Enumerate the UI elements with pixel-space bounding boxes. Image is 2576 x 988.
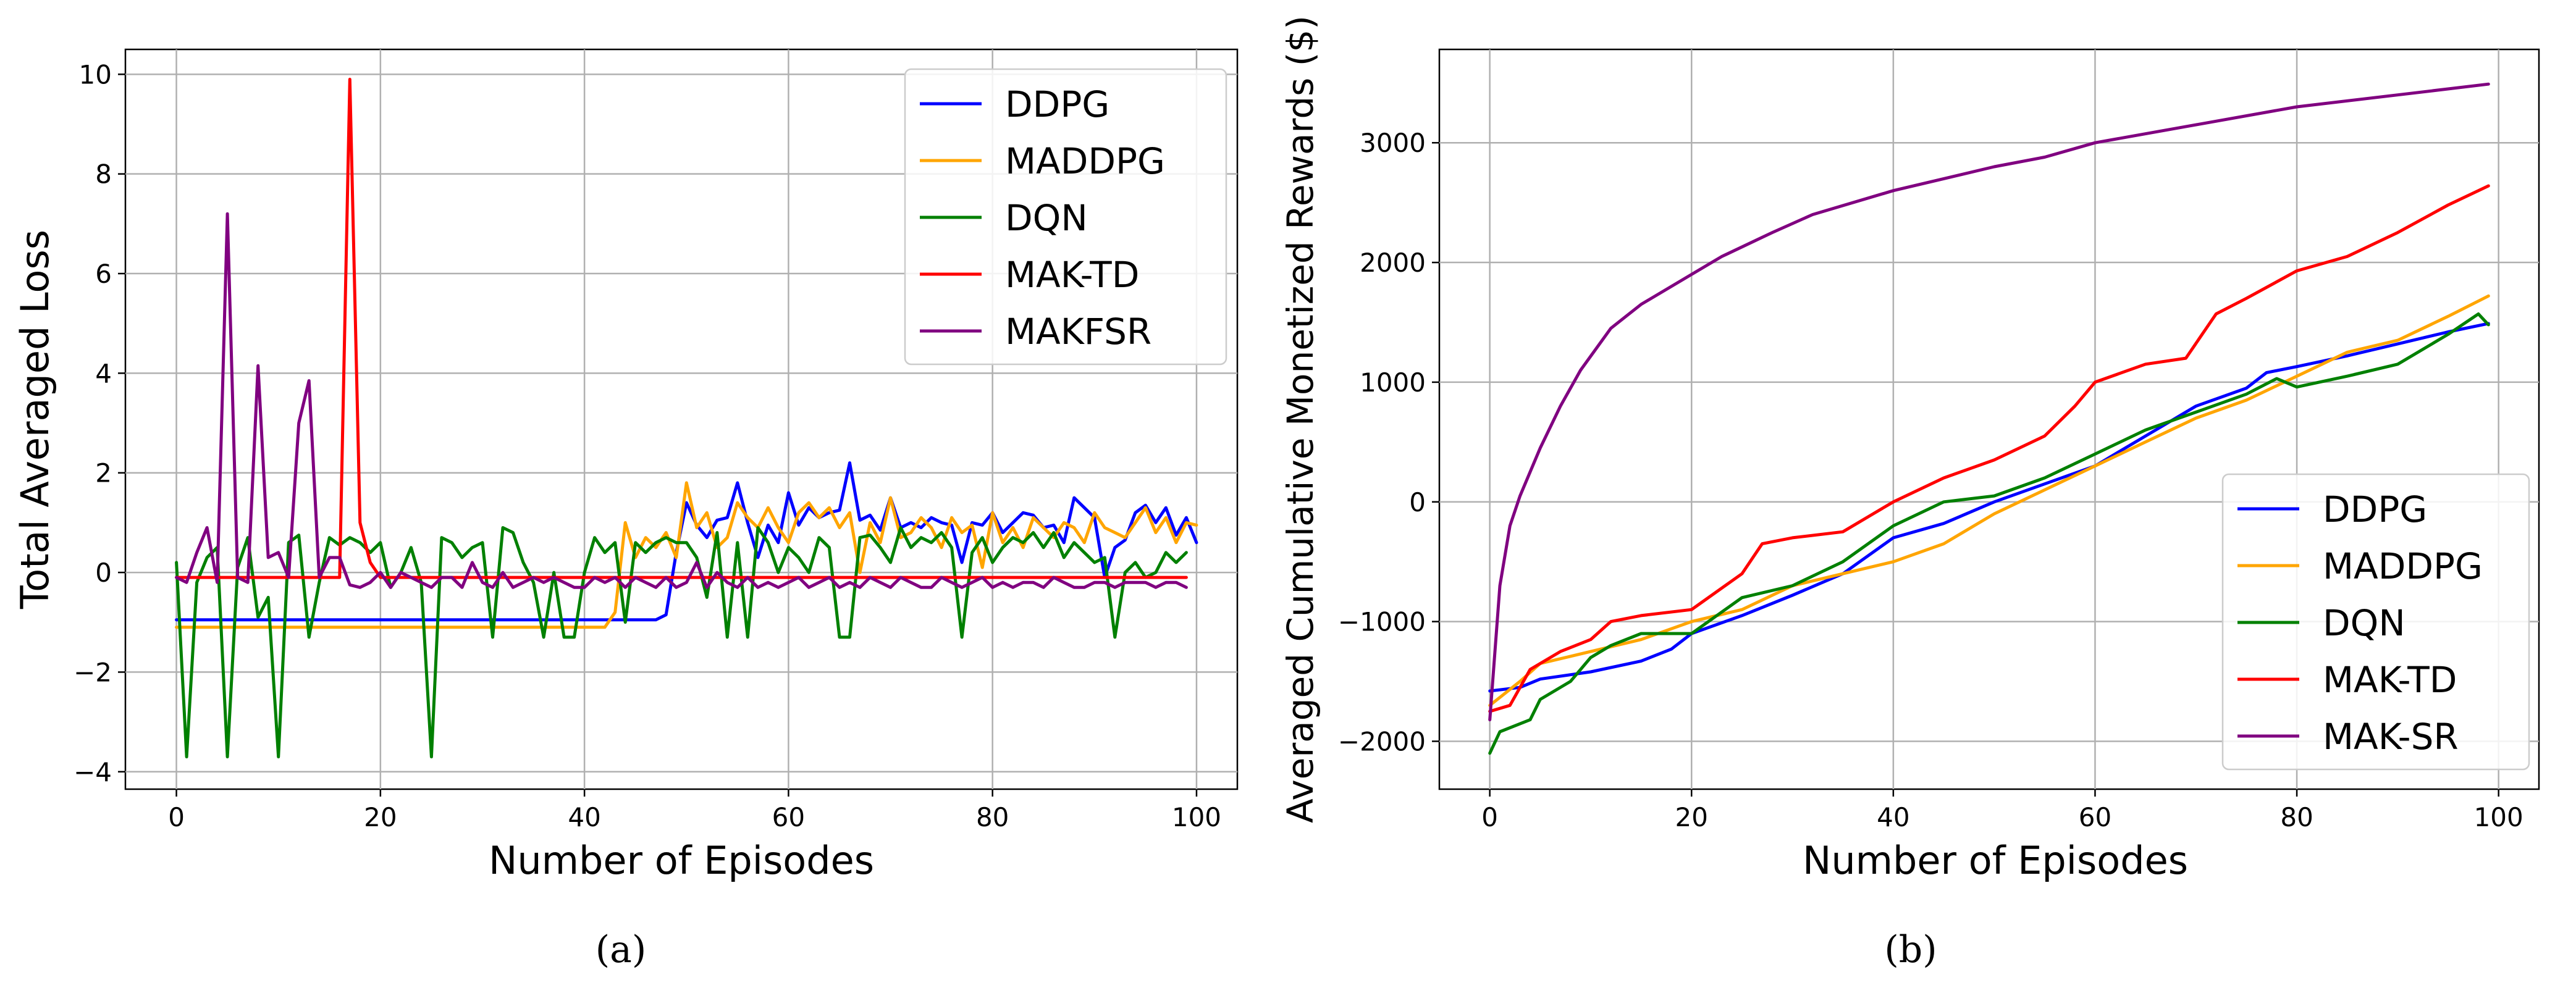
y-tick-label: 10 <box>79 59 112 90</box>
y-tick-label: 3000 <box>1360 128 1426 158</box>
y-tick-label: −1000 <box>1338 607 1426 637</box>
x-tick-label: 100 <box>2474 802 2523 832</box>
grid <box>125 49 1237 789</box>
series-line-dqn <box>1488 312 2490 755</box>
panel-caption: (a) <box>596 928 647 971</box>
y-tick-label: 0 <box>95 558 112 588</box>
x-tick-label: 0 <box>168 802 185 832</box>
legend-label: MAK-SR <box>2323 716 2459 758</box>
series-line-maddpg <box>1488 294 2490 707</box>
legend-label: MAK-TD <box>1005 254 1139 296</box>
x-tick-label: 40 <box>1877 802 1909 832</box>
series-layer <box>1488 82 2490 755</box>
y-tick-label: 6 <box>95 259 112 289</box>
x-tick-label: 20 <box>364 802 397 832</box>
panel-caption: (b) <box>1884 928 1937 971</box>
legend-label: DQN <box>2323 602 2406 644</box>
x-tick-label: 100 <box>1172 802 1221 832</box>
series-line-mak-td <box>1488 184 2490 713</box>
y-tick-label: 4 <box>95 358 112 388</box>
legend-label: MAK-TD <box>2323 659 2457 701</box>
y-tick-label: 2 <box>95 458 112 488</box>
legend-label: DDPG <box>1005 83 1109 125</box>
x-tick-label: 80 <box>976 802 1009 832</box>
x-tick-label: 0 <box>1481 802 1498 832</box>
legend: DDPG MADDPG DQN MAK-TD MAKFSR <box>904 68 1227 366</box>
legend-label: MADDPG <box>1005 140 1165 182</box>
y-tick-label: 8 <box>95 159 112 190</box>
y-tick-label: −2 <box>74 657 112 687</box>
series-line-ddpg <box>175 461 1198 622</box>
x-tick-label: 60 <box>2079 802 2111 832</box>
x-tick-label: 80 <box>2280 802 2313 832</box>
series-line-makfsr <box>175 212 1188 589</box>
series-line-mak-sr <box>1488 82 2490 722</box>
x-axis-label: Number of Episodes <box>489 838 874 883</box>
series-line-dqn <box>175 526 1188 759</box>
series-line-mak-td <box>175 77 1188 579</box>
y-tick-label: 0 <box>1409 487 1426 517</box>
y-tick-label: −2000 <box>1338 726 1426 756</box>
y-tick-label: −4 <box>74 757 112 787</box>
chart-panel-a: 0 20 40 60 80 100 −4 −2 0 2 4 6 8 10 DDPG MADDPG DQN MAK… <box>12 48 1239 971</box>
legend-box <box>904 68 1227 366</box>
y-axis-label: Total Averaged Loss <box>12 230 57 609</box>
legend: DDPG MADDPG DQN MAK-TD MAK-SR <box>2221 473 2530 771</box>
x-tick-label: 40 <box>568 802 600 832</box>
series-line-ddpg <box>1488 322 2490 693</box>
x-axis-label: Number of Episodes <box>1803 838 2188 883</box>
y-tick-label: 1000 <box>1360 367 1426 398</box>
legend-label: DDPG <box>2323 488 2427 530</box>
legend-label: MADDPG <box>2323 545 2483 587</box>
axes: 0 20 40 60 80 100 −2000 −1000 0 1000 2000 3000 <box>1338 128 2523 832</box>
x-tick-label: 60 <box>772 802 805 832</box>
chart-panel-b: 0 20 40 60 80 100 −2000 −1000 0 1000 2000 3000 DDPG… <box>1279 15 2540 971</box>
y-axis-label: Averaged Cumulative Monetized Rewards ($… <box>1279 15 1321 823</box>
legend-box <box>2221 473 2530 771</box>
axes: 0 20 40 60 80 100 −4 −2 0 2 4 6 8 10 <box>74 59 1221 832</box>
series-layer <box>175 77 1198 759</box>
legend-label: MAKFSR <box>1005 311 1151 353</box>
x-tick-label: 20 <box>1675 802 1708 832</box>
y-tick-label: 2000 <box>1360 248 1426 278</box>
legend-label: DQN <box>1005 197 1088 239</box>
